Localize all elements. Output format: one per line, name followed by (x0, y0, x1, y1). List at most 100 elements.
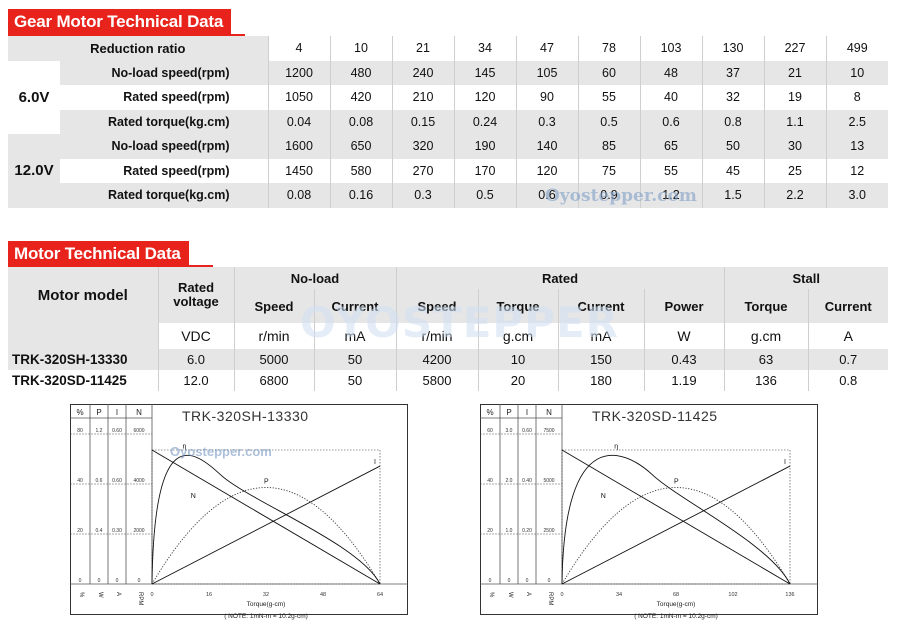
noload-speed-header: Speed (233, 289, 314, 323)
gear-row: Rated torque(kg.cm) 0.04 0.08 0.15 0.24 0.3 0.… (8, 109, 888, 134)
gear-value-cell: 1200 (267, 60, 330, 85)
gear-value-cell: 0.16 (329, 183, 392, 208)
motor-value-cell: 10 (477, 349, 558, 370)
gear-row-label: Rated torque(kg.cm) (60, 183, 268, 208)
gear-value-cell: 140 (515, 134, 578, 159)
stall-current-header: Current (807, 289, 888, 323)
gear-value-cell: 50 (701, 134, 764, 159)
motor-value-cell: 6.0 (157, 349, 234, 370)
gear-value-cell: 75 (577, 158, 640, 183)
motor-value-cell: 6800 (233, 370, 314, 391)
motor-data-table: Motor model Rated voltage No-load Rated … (8, 267, 888, 391)
speed-label: N (601, 493, 606, 500)
gear-row: Rated speed(rpm) 1050 420 210 120 90 55 40 32 19 8 (8, 85, 888, 110)
motor-value-cell: 0.8 (807, 370, 888, 391)
column-head: % (486, 408, 493, 417)
gear-value-cell: 0.5 (577, 109, 640, 134)
row-tick-label: 20 (77, 528, 83, 534)
gear-value-cell: 45 (701, 158, 764, 183)
gear-value-cell: 170 (453, 158, 516, 183)
gear-data-table: Reduction ratio 4 10 21 34 47 78 103 130… (8, 36, 888, 208)
ratio-cell: 499 (825, 36, 888, 61)
gear-value-cell: 0.5 (453, 183, 516, 208)
row-tick-label: 0 (138, 578, 141, 584)
unit-cell: mA (313, 323, 396, 349)
unit-cell: W (643, 323, 724, 349)
gear-row-label: Rated torque(kg.cm) (60, 109, 268, 134)
gear-value-cell: 1.5 (701, 183, 764, 208)
voltage-label: 6.0V (8, 60, 60, 134)
column-head: % (76, 408, 83, 417)
row-tick-label: 5000 (543, 478, 554, 484)
gear-value-cell: 1.2 (639, 183, 702, 208)
rated-header: Rated (395, 267, 724, 289)
unit-cell: g.cm (723, 323, 808, 349)
gear-row-label: No-load speed(rpm) (60, 134, 268, 159)
gear-value-cell: 0.3 (391, 183, 454, 208)
motor-value-cell: 63 (723, 349, 808, 370)
row-tick-label: 2.0 (506, 478, 513, 484)
motor-row: TRK-320SD-11425 12.0 6800 50 5800 20 180 1.19 13… (8, 370, 888, 391)
power-curve (561, 487, 791, 585)
rated-current-header: Current (557, 289, 644, 323)
motor-model-cell: TRK-320SD-11425 (12, 373, 127, 388)
gear-value-cell: 105 (515, 60, 578, 85)
stall-header: Stall (723, 267, 888, 289)
gear-value-cell: 48 (639, 60, 702, 85)
row-tick-label: 4000 (133, 478, 144, 484)
gear-value-cell: 19 (763, 85, 826, 110)
unit-cell: r/min (233, 323, 314, 349)
unit-label: RPM (137, 592, 143, 605)
reduction-ratio-label: Reduction ratio (8, 36, 268, 61)
gear-value-cell: 0.6 (639, 109, 702, 134)
gear-value-cell: 30 (763, 134, 826, 159)
gear-value-cell: 55 (639, 158, 702, 183)
gear-value-cell: 580 (329, 158, 392, 183)
x-tick-label: 68 (673, 592, 679, 598)
column-head: P (506, 408, 511, 417)
gear-value-cell: 37 (701, 60, 764, 85)
gear-value-cell: 0.9 (577, 183, 640, 208)
unit-label: A (115, 592, 121, 596)
row-tick-label: 40 (77, 478, 83, 484)
noload-header: No-load (233, 267, 396, 289)
gear-row: Rated speed(rpm) 1450 580 270 170 120 75 55 45 25… (8, 158, 888, 183)
gear-value-cell: 0.04 (267, 109, 330, 134)
noload-current-header: Current (313, 289, 396, 323)
row-tick-label: 6000 (133, 428, 144, 434)
column-head: I (526, 408, 528, 417)
x-axis-label: Torque(g-cm) (247, 601, 286, 608)
gear-value-cell: 8 (825, 85, 888, 110)
motor-value-cell: 5800 (395, 370, 478, 391)
row-tick-label: 0 (489, 578, 492, 584)
gear-value-cell: 420 (329, 85, 392, 110)
row-tick-label: 80 (77, 428, 83, 434)
x-tick-label: 48 (320, 592, 326, 598)
speed-label: N (191, 493, 196, 500)
gear-row: 12.0V No-load speed(rpm) 1600 650 320 190 140 8… (8, 134, 888, 208)
row-tick-label: 0.20 (522, 528, 532, 534)
motor-value-cell: 50 (313, 349, 396, 370)
row-tick-label: 0.6 (96, 478, 103, 484)
x-tick-label: 16 (206, 592, 212, 598)
gear-row-label: No-load speed(rpm) (60, 60, 268, 85)
rated-speed-header: Speed (395, 289, 478, 323)
chart-frame (480, 404, 818, 615)
gear-value-cell: 60 (577, 60, 640, 85)
current-label: I (784, 459, 786, 466)
gear-value-cell: 13 (825, 134, 888, 159)
unit-label: W (97, 592, 103, 598)
gear-value-cell: 10 (825, 60, 888, 85)
x-tick-label: 102 (728, 592, 737, 598)
ratio-cell: 21 (391, 36, 454, 61)
rated-power-header: Power (643, 289, 724, 323)
gear-value-cell: 0.08 (329, 109, 392, 134)
row-tick-label: 0.4 (96, 528, 103, 534)
column-head: N (136, 408, 142, 417)
row-tick-label: 0.40 (522, 478, 532, 484)
row-tick-label: 2000 (133, 528, 144, 534)
gear-value-cell: 0.3 (515, 109, 578, 134)
motor-value-cell: 1.19 (643, 370, 724, 391)
gear-value-cell: 240 (391, 60, 454, 85)
unit-label: A (525, 592, 531, 596)
